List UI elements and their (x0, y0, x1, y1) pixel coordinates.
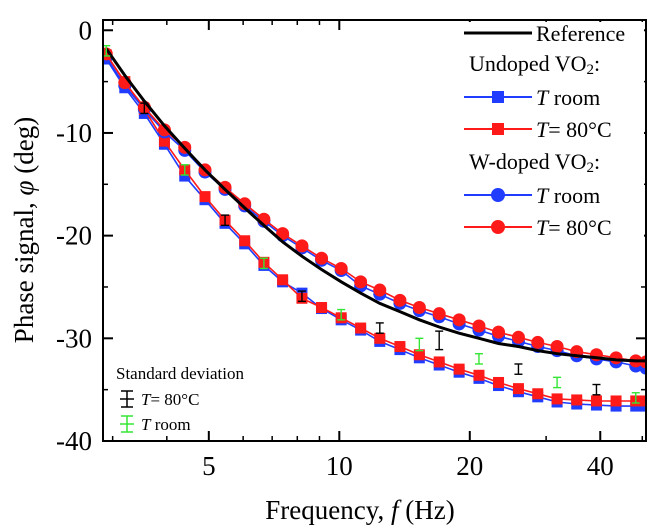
x-tick-label: 10 (326, 451, 353, 481)
square-point (640, 395, 646, 407)
y-axis-title: Phase signal, φ (deg) (9, 117, 39, 343)
y-tick-label: -30 (56, 323, 92, 353)
legend-undoped-80: T= 80°C (536, 117, 612, 142)
square-point (394, 341, 406, 353)
legend-group-undoped: Undoped VO2: (469, 51, 600, 78)
square-point (239, 235, 251, 247)
legend-undoped-room: T room (536, 85, 600, 110)
circle-point (511, 330, 525, 344)
square-point (374, 332, 386, 344)
square-point (179, 170, 191, 182)
square-point (610, 395, 622, 407)
x-axis-title: Frequency, f (Hz) (265, 495, 454, 525)
x-tick-label: 40 (587, 451, 614, 481)
legend-circle-red (491, 220, 505, 234)
circle-point (393, 293, 407, 307)
y-tick-label: 0 (79, 15, 93, 45)
y-axis-ticks: 0 -10 -20 -30 -40 (56, 15, 646, 456)
circle-point (412, 301, 426, 315)
circle-point (452, 313, 466, 327)
square-point (532, 388, 544, 400)
legend-square-blue (492, 91, 504, 103)
circle-point (276, 227, 290, 241)
std-legend-80: T= 80°C (141, 390, 199, 409)
std-legend-room: T room (141, 415, 191, 434)
circle-point (531, 335, 545, 349)
square-point (413, 349, 425, 361)
circle-point (492, 325, 506, 339)
square-point (571, 394, 583, 406)
square-point (473, 369, 485, 381)
square-point (199, 191, 211, 203)
legend-group-wdoped: W-doped VO2: (469, 149, 600, 176)
plot-frame (102, 19, 647, 442)
square-point (158, 135, 170, 147)
legend: Reference Undoped VO2: T room T= 80°C W-… (464, 21, 644, 244)
circle-point (432, 307, 446, 321)
square-point (316, 302, 328, 314)
legend-circle-blue (491, 188, 505, 202)
circle-point (472, 319, 486, 333)
circle-point (334, 261, 348, 275)
circle-point (373, 283, 387, 297)
square-point (493, 376, 505, 388)
square-point (590, 395, 602, 407)
legend-wdoped-room: T room (536, 183, 600, 208)
circle-point (354, 275, 368, 289)
x-tick-label: 20 (456, 451, 483, 481)
y-tick-label: -20 (56, 221, 92, 251)
circle-point (609, 351, 623, 365)
plot-area (103, 44, 646, 412)
legend-reference: Reference (536, 21, 625, 46)
square-point (433, 356, 445, 368)
circle-point (238, 197, 252, 211)
x-tick-label: 5 (202, 451, 216, 481)
square-point (512, 383, 524, 395)
square-point (551, 393, 563, 405)
std-deviation-legend: Standard deviation T= 80°C T room (116, 364, 244, 434)
circle-point (295, 239, 309, 253)
square-point (355, 322, 367, 334)
std-legend-title: Standard deviation (116, 364, 244, 383)
square-point (453, 363, 465, 375)
legend-wdoped-80: T= 80°C (536, 215, 612, 240)
series-line-0 (105, 47, 646, 363)
y-tick-label: -10 (56, 118, 92, 148)
y-tick-label: -40 (56, 426, 92, 456)
circle-point (315, 251, 329, 265)
square-point (277, 274, 289, 286)
circle-point (550, 340, 564, 354)
circle-point (157, 123, 171, 137)
chart-marks (103, 44, 646, 412)
legend-square-red (492, 123, 504, 135)
